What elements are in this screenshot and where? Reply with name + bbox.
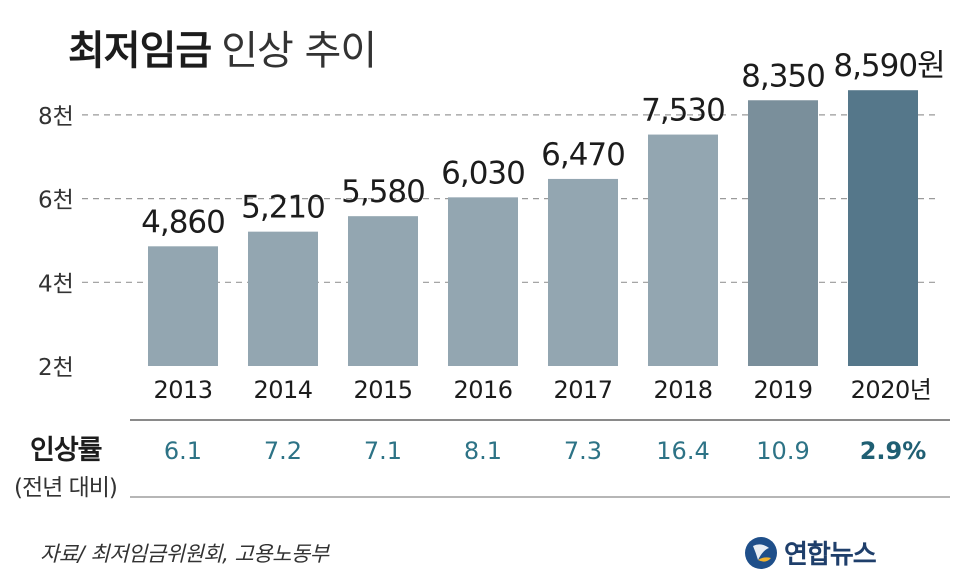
value-label: 7,530 <box>641 93 725 129</box>
source-note: 자료/ 최저임금위원회, 고용노동부 <box>40 542 329 566</box>
x-tick-label: 2015 <box>353 376 412 404</box>
yonhap-logo-text: 연합뉴스 <box>784 540 877 570</box>
value-label: 5,580 <box>341 174 425 210</box>
increase-rate-value: 7.2 <box>264 437 302 465</box>
value-label: 5,210 <box>241 190 325 226</box>
increase-rate-label: 인상률 <box>30 435 103 466</box>
value-label: 8,590원 <box>833 48 944 84</box>
increase-rate-value: 8.1 <box>464 437 502 465</box>
y-tick-label: 2천 <box>38 355 74 381</box>
bar-2016 <box>448 197 518 366</box>
y-tick-label: 6천 <box>38 188 74 214</box>
increase-rate-value: 6.1 <box>164 437 202 465</box>
bar-2014 <box>248 231 318 366</box>
increase-rate-sublabel: (전년 대비) <box>14 475 118 501</box>
x-tick-label: 2014 <box>253 376 312 404</box>
increase-rate-value: 2.9% <box>860 437 927 465</box>
y-tick-label: 4천 <box>38 271 74 297</box>
title-light: 인상 추이 <box>221 28 377 74</box>
x-tick-label: 2020년 <box>851 376 932 404</box>
value-label: 6,030 <box>441 155 525 191</box>
bar-2020 <box>848 90 918 367</box>
title-bold: 최저임금 <box>68 28 212 74</box>
x-tick-label: 2018 <box>653 376 712 404</box>
bar-2015 <box>348 216 418 366</box>
increase-rate-value: 16.4 <box>656 437 709 465</box>
x-tick-label: 2013 <box>153 376 212 404</box>
x-tick-label: 2019 <box>753 376 812 404</box>
bar-chart: 2천 4천 6천 8천 4,860 2013 5,210 2014 5,580 2015 6,030… <box>38 48 950 498</box>
value-label: 8,350 <box>741 58 825 94</box>
bar-2018 <box>648 134 718 366</box>
x-tick-label: 2017 <box>553 376 612 404</box>
bar-2013 <box>148 246 218 366</box>
increase-rate-value: 10.9 <box>756 437 809 465</box>
increase-rate-value: 7.1 <box>364 437 402 465</box>
value-label: 4,860 <box>141 204 225 240</box>
increase-rate-value: 7.3 <box>564 437 602 465</box>
yonhap-logo-icon <box>745 536 777 569</box>
y-tick-label: 8천 <box>38 104 74 130</box>
x-tick-label: 2016 <box>453 376 512 404</box>
yonhap-logo: 연합뉴스 <box>744 534 877 571</box>
bar-2019 <box>748 100 818 366</box>
bar-2017 <box>548 178 618 366</box>
chart-title: 최저임금 인상 추이 <box>68 18 377 76</box>
value-label: 6,470 <box>541 137 625 173</box>
